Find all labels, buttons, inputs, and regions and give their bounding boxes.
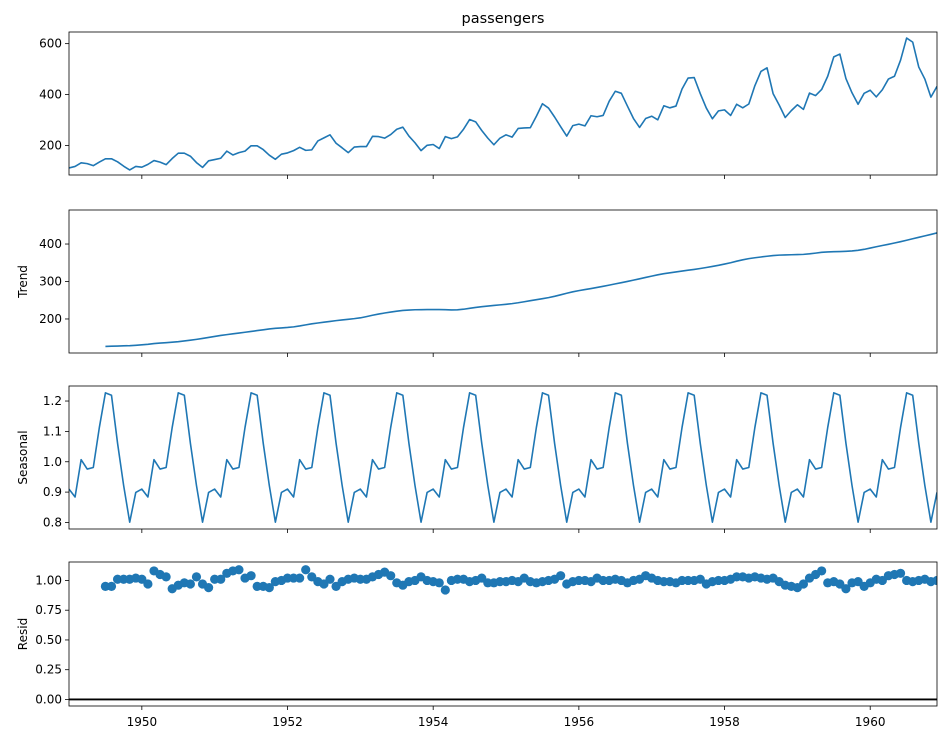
y-axis-label: Resid <box>16 618 30 650</box>
y-tick-label: 1.1 <box>43 424 62 438</box>
x-tick-label: 1956 <box>564 715 595 729</box>
resid-point <box>185 579 195 589</box>
y-tick-label: 1.00 <box>35 573 62 587</box>
panel-1: 200 400 600 passengers <box>39 11 938 179</box>
y-tick-label: 0.9 <box>43 485 62 499</box>
resid-point <box>234 565 244 575</box>
y-tick-label: 200 <box>39 139 62 153</box>
panel-4: 1950 1952 1954 1956 1958 1960 0.00 0.25 0.50 0.75… <box>16 561 946 729</box>
y-tick-label: 1.2 <box>43 394 62 408</box>
y-tick-label: 0.75 <box>35 603 62 617</box>
axes-frame <box>68 561 938 707</box>
series-3 <box>69 392 937 523</box>
panel-2: 200 300 400 Trend <box>16 209 938 357</box>
panel-3: 0.8 0.9 1.0 1.1 1.2 Seasonal <box>16 385 938 533</box>
resid-point <box>386 571 396 581</box>
resid-point <box>264 582 274 593</box>
axes-frame <box>68 385 938 530</box>
series-4 <box>69 565 946 701</box>
x-tick-label: 1952 <box>272 715 303 729</box>
resid-point <box>325 574 335 584</box>
y-tick-label: 200 <box>39 312 62 326</box>
resid-point <box>216 574 226 584</box>
x-tick-label: 1950 <box>127 715 158 729</box>
series-1 <box>69 37 937 171</box>
y-tick-label: 600 <box>39 37 62 51</box>
chart-title: passengers <box>462 11 545 27</box>
x-tick-label: 1954 <box>418 715 449 729</box>
resid-point <box>932 575 937 586</box>
y-tick-label: 400 <box>39 88 62 102</box>
y-tick-label: 1.0 <box>43 455 62 469</box>
resid-point <box>841 584 851 594</box>
resid-point <box>434 578 444 588</box>
resid-point <box>798 579 809 589</box>
series-line <box>69 37 937 171</box>
resid-point <box>161 572 171 582</box>
y-axis-label: Seasonal <box>16 430 30 484</box>
resid-point <box>204 582 214 593</box>
resid-point <box>895 568 906 578</box>
resid-point <box>295 573 305 583</box>
resid-point <box>143 579 153 589</box>
axes-frame <box>68 31 938 176</box>
y-tick-label: 0.50 <box>35 633 62 647</box>
x-tick-label: 1960 <box>855 715 886 729</box>
resid-point <box>246 571 256 581</box>
y-tick-label: 0.00 <box>35 692 62 706</box>
y-tick-label: 300 <box>39 275 62 289</box>
resid-point <box>938 581 946 590</box>
resid-point <box>817 566 827 576</box>
series-line <box>69 392 937 523</box>
resid-point <box>106 581 117 592</box>
resid-point <box>301 565 311 575</box>
x-tick-label: 1958 <box>709 715 740 729</box>
series-2 <box>105 232 937 348</box>
resid-point <box>191 572 202 582</box>
resid-point <box>440 585 450 595</box>
y-tick-label: 400 <box>39 237 62 251</box>
y-tick-label: 0.8 <box>43 515 62 529</box>
resid-point <box>556 571 566 581</box>
series-line <box>105 232 937 348</box>
y-tick-label: 0.25 <box>35 663 62 677</box>
axes-frame <box>68 209 938 354</box>
y-axis-label: Trend <box>16 265 30 299</box>
